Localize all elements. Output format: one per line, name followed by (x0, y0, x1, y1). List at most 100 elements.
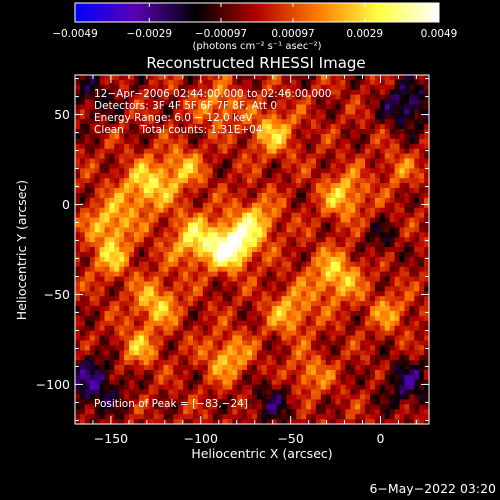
heatmap-cell (138, 365, 145, 371)
heatmap-cell (173, 178, 179, 184)
heatmap-cell (242, 374, 248, 381)
heatmap-cell (227, 266, 233, 273)
heatmap-cell (311, 207, 317, 214)
heatmap-cell (163, 109, 170, 115)
heatmap-cell (374, 276, 381, 283)
heatmap-cell (311, 379, 317, 386)
heatmap-cell (266, 365, 273, 371)
heatmap-cell (84, 310, 91, 317)
heatmap-cell (242, 79, 248, 86)
heatmap-cell (276, 369, 283, 376)
heatmap-cell (424, 84, 430, 91)
heatmap-cell (252, 379, 258, 386)
heatmap-cell (355, 409, 361, 415)
heatmap-cell (227, 409, 233, 415)
heatmap-cell (138, 158, 145, 165)
heatmap-cell (271, 212, 278, 219)
heatmap-cell (325, 301, 332, 307)
heatmap-cell (311, 89, 317, 96)
heatmap-cell (114, 340, 120, 346)
heatmap-cell (84, 148, 91, 155)
heatmap-cell (222, 350, 229, 356)
heatmap-cell (374, 94, 381, 101)
heatmap-cell (138, 374, 145, 381)
heatmap-cell (394, 360, 401, 366)
heatmap-cell (261, 84, 268, 91)
heatmap-cell (168, 251, 174, 258)
heatmap-cell (222, 222, 229, 228)
heatmap-cell (99, 394, 106, 401)
heatmap-cell (212, 207, 219, 214)
heatmap-cell (114, 207, 120, 214)
heatmap-cell (114, 212, 120, 219)
heatmap-cell (330, 291, 337, 297)
heatmap-cell (158, 232, 165, 238)
heatmap-cell (232, 394, 238, 401)
heatmap-cell (389, 129, 396, 135)
heatmap-cell (193, 153, 199, 160)
heatmap-cell (168, 153, 174, 160)
heatmap-cell (227, 340, 233, 346)
heatmap-cell (340, 296, 347, 302)
heatmap-cell (404, 178, 410, 184)
heatmap-cell (99, 212, 106, 219)
heatmap-cell (99, 202, 106, 209)
heatmap-cell (419, 237, 425, 243)
heatmap-cell (286, 124, 292, 130)
heatmap-cell (134, 350, 140, 356)
heatmap-cell (389, 109, 396, 115)
heatmap-cell (374, 355, 381, 361)
heatmap-cell (99, 286, 106, 292)
heatmap-cell (168, 222, 174, 228)
heatmap-cell (276, 129, 283, 135)
heatmap-cell (104, 261, 111, 268)
heatmap-cell (266, 315, 273, 322)
heatmap-cell (242, 153, 248, 160)
heatmap-cell (212, 251, 219, 258)
heatmap-cell (345, 192, 351, 199)
heatmap-cell (94, 75, 101, 81)
heatmap-cell (330, 99, 337, 106)
heatmap-cell (296, 148, 302, 155)
heatmap-cell (114, 143, 120, 150)
heatmap-cell (119, 183, 125, 189)
heatmap-cell (247, 197, 253, 204)
heatmap-cell (114, 168, 120, 174)
heatmap-cell (197, 389, 204, 396)
heatmap-cell (399, 345, 406, 351)
heatmap-cell (330, 251, 337, 258)
heatmap-cell (360, 350, 366, 356)
heatmap-cell (207, 330, 214, 337)
heatmap-cell (197, 173, 204, 179)
heatmap-cell (296, 178, 302, 184)
heatmap-cell (315, 355, 322, 361)
heatmap-cell (158, 188, 165, 194)
heatmap-cell (350, 143, 356, 150)
heatmap-cell (311, 94, 317, 101)
heatmap-cell (178, 389, 184, 396)
heatmap-cell (153, 148, 160, 155)
heatmap-cell (404, 129, 410, 135)
heatmap-cell (99, 138, 106, 145)
heatmap-cell (384, 369, 391, 376)
heatmap-cell (419, 104, 425, 111)
heatmap-cell (89, 251, 96, 258)
heatmap-cell (315, 143, 322, 150)
heatmap-cell (207, 266, 214, 273)
heatmap-cell (379, 168, 386, 174)
heatmap-cell (232, 99, 238, 106)
heatmap-cell (252, 99, 258, 106)
heatmap-cell (75, 404, 81, 410)
heatmap-cell (301, 291, 307, 297)
heatmap-cell (394, 163, 401, 169)
heatmap-cell (301, 202, 307, 209)
heatmap-cell (119, 266, 125, 273)
heatmap-cell (340, 237, 347, 243)
heatmap-cell (148, 178, 155, 184)
heatmap-cell (414, 399, 420, 405)
heatmap-cell (148, 158, 155, 165)
heatmap-cell (286, 389, 292, 396)
heatmap-cell (291, 374, 297, 381)
heatmap-cell (256, 75, 263, 81)
heatmap-cell (256, 360, 263, 366)
